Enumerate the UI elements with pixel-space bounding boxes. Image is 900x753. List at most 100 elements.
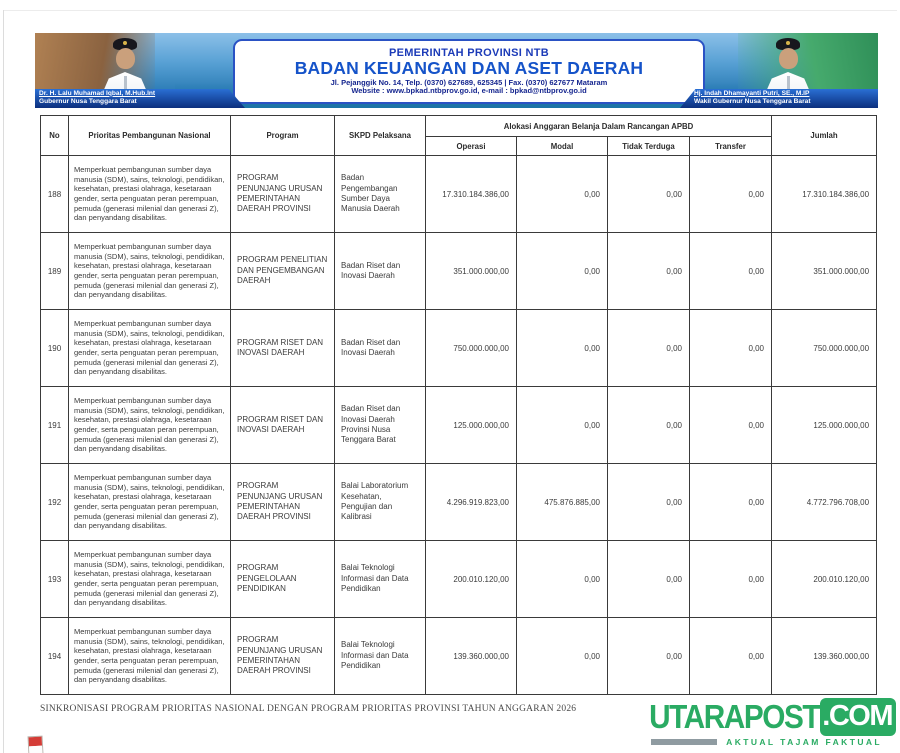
cell-prioritas: Memperkuat pembangunan sumber daya manus…: [68, 463, 231, 541]
cell-skpd: Badan Riset dan Inovasi Daerah: [334, 232, 426, 310]
cell-jumlah: 4.772.796.708,00: [771, 463, 878, 541]
letterhead-banner: PEMERINTAH PROVINSI NTB BADAN KEUANGAN D…: [35, 33, 878, 108]
cell-tidak-terduga: 0,00: [607, 155, 690, 233]
header-program: Program: [230, 115, 335, 156]
cell-tidak-terduga: 0,00: [607, 617, 690, 695]
cell-operasi: 4.296.919.823,00: [425, 463, 517, 541]
cell-tidak-terduga: 0,00: [607, 463, 690, 541]
peci-cap-icon: [113, 38, 137, 50]
cell-modal: 0,00: [516, 617, 608, 695]
cell-tidak-terduga: 0,00: [607, 232, 690, 310]
cell-operasi: 200.010.120,00: [425, 540, 517, 618]
cell-skpd: Badan Riset dan Inovasi Daerah Provinsi …: [334, 386, 426, 464]
cell-no: 188: [40, 155, 69, 233]
table-row: 192 Memperkuat pembangunan sumber daya m…: [40, 463, 878, 541]
scan-edge-left: [3, 10, 4, 753]
cell-skpd: Badan Riset dan Inovasi Daerah: [334, 309, 426, 387]
cell-skpd: Balai Laboratorium Kesehatan, Pengujian …: [334, 463, 426, 541]
watermark-tld: .COM: [820, 698, 896, 736]
scan-edge-top: [3, 10, 897, 11]
cell-program: PROGRAM PENUNJANG URUSAN PEMERINTAHAN DA…: [230, 155, 335, 233]
table-row: 193 Memperkuat pembangunan sumber daya m…: [40, 540, 878, 618]
header-prioritas: Prioritas Pembangunan Nasional: [68, 115, 231, 156]
cell-transfer: 0,00: [688, 232, 773, 310]
cell-no: 190: [40, 309, 69, 387]
header-transfer: Transfer: [688, 136, 773, 156]
table-row: 194 Memperkuat pembangunan sumber daya m…: [40, 617, 878, 695]
cell-program: PROGRAM PENUNJANG URUSAN PEMERINTAHAN DA…: [230, 617, 335, 695]
cell-modal: 0,00: [516, 309, 608, 387]
cell-program: PROGRAM RISET DAN INOVASI DAERAH: [230, 309, 335, 387]
watermark-bar: [651, 739, 718, 745]
province-name: PEMERINTAH PROVINSI NTB: [388, 47, 550, 60]
vice-governor-name: Hj. Indah Dhamayanti Putri, SE., M.IP: [694, 89, 810, 97]
vice-governor-title: Wakil Gubernur Nusa Tenggara Barat: [694, 97, 811, 105]
cell-modal: 0,00: [516, 386, 608, 464]
cell-transfer: 0,00: [688, 155, 773, 233]
vice-governor-caption: Hj. Indah Dhamayanti Putri, SE., M.IP Wa…: [680, 88, 878, 108]
cell-operasi: 139.360.000,00: [425, 617, 517, 695]
indonesia-flag-icon: [27, 735, 44, 753]
header-operasi: Operasi: [425, 136, 517, 156]
cell-tidak-terduga: 0,00: [607, 309, 690, 387]
watermark-tagline: AKTUAL TAJAM FAKTUAL: [726, 737, 882, 747]
cell-program: PROGRAM PENGELOLAAN PENDIDIKAN: [230, 540, 335, 618]
cell-operasi: 750.000.000,00: [425, 309, 517, 387]
agency-name: BADAN KEUANGAN DAN ASET DAERAH: [294, 58, 644, 79]
cell-jumlah: 750.000.000,00: [771, 309, 878, 387]
cell-skpd: Badan Pengembangan Sumber Daya Manusia D…: [334, 155, 426, 233]
cell-no: 189: [40, 232, 69, 310]
cell-modal: 475.876.885,00: [516, 463, 608, 541]
cell-modal: 0,00: [516, 155, 608, 233]
header-tidak-terduga: Tidak Terduga: [607, 136, 690, 156]
governor-caption: Dr. H. Lalu Muhamad Iqbal, M.Hub.Int Gub…: [35, 88, 245, 108]
cell-transfer: 0,00: [688, 309, 773, 387]
cell-program: PROGRAM PENUNJANG URUSAN PEMERINTAHAN DA…: [230, 463, 335, 541]
cell-no: 191: [40, 386, 69, 464]
cell-transfer: 0,00: [688, 463, 773, 541]
cell-operasi: 17.310.184.386,00: [425, 155, 517, 233]
header-modal: Modal: [516, 136, 608, 156]
cell-prioritas: Memperkuat pembangunan sumber daya manus…: [68, 155, 231, 233]
header-skpd: SKPD Pelaksana: [334, 115, 426, 156]
table-row: 189 Memperkuat pembangunan sumber daya m…: [40, 232, 878, 310]
cell-prioritas: Memperkuat pembangunan sumber daya manus…: [68, 309, 231, 387]
cell-operasi: 125.000.000,00: [425, 386, 517, 464]
header-no: No: [40, 115, 69, 156]
cell-no: 192: [40, 463, 69, 541]
vice-governor-face: [778, 48, 798, 69]
cell-prioritas: Memperkuat pembangunan sumber daya manus…: [68, 540, 231, 618]
cell-jumlah: 200.010.120,00: [771, 540, 878, 618]
cell-prioritas: Memperkuat pembangunan sumber daya manus…: [68, 232, 231, 310]
cell-jumlah: 17.310.184.386,00: [771, 155, 878, 233]
cell-program: PROGRAM PENELITIAN DAN PENGEMBANGAN DAER…: [230, 232, 335, 310]
watermark-name: UTARAPOST: [649, 697, 820, 736]
table-header: No Prioritas Pembangunan Nasional Progra…: [40, 115, 878, 156]
cell-program: PROGRAM RISET DAN INOVASI DAERAH: [230, 386, 335, 464]
peci-cap-icon: [776, 38, 800, 50]
table-body: 188 Memperkuat pembangunan sumber daya m…: [40, 155, 878, 695]
cell-prioritas: Memperkuat pembangunan sumber daya manus…: [68, 386, 231, 464]
header-jumlah: Jumlah: [771, 115, 878, 156]
utarapost-watermark: UTARAPOST .COM AKTUAL TAJAM FAKTUAL: [642, 698, 896, 747]
cell-no: 193: [40, 540, 69, 618]
cell-skpd: Balai Teknologi Informasi dan Data Pendi…: [334, 617, 426, 695]
document-caption: SINKRONISASI PROGRAM PRIORITAS NASIONAL …: [40, 704, 577, 714]
cell-tidak-terduga: 0,00: [607, 540, 690, 618]
cell-modal: 0,00: [516, 232, 608, 310]
agency-contact: Website : www.bpkad.ntbprov.go.id, e-mai…: [351, 86, 587, 96]
table-row: 191 Memperkuat pembangunan sumber daya m…: [40, 386, 878, 464]
table-row: 190 Memperkuat pembangunan sumber daya m…: [40, 309, 878, 387]
budget-table: No Prioritas Pembangunan Nasional Progra…: [40, 115, 878, 695]
letterhead-title-box: PEMERINTAH PROVINSI NTB BADAN KEUANGAN D…: [233, 39, 705, 104]
table-row: 188 Memperkuat pembangunan sumber daya m…: [40, 155, 878, 233]
cell-modal: 0,00: [516, 540, 608, 618]
governor-face: [115, 48, 135, 69]
cell-tidak-terduga: 0,00: [607, 386, 690, 464]
governor-title: Gubernur Nusa Tenggara Barat: [39, 97, 137, 105]
cell-prioritas: Memperkuat pembangunan sumber daya manus…: [68, 617, 231, 695]
cell-no: 194: [40, 617, 69, 695]
cell-jumlah: 125.000.000,00: [771, 386, 878, 464]
cell-jumlah: 139.360.000,00: [771, 617, 878, 695]
